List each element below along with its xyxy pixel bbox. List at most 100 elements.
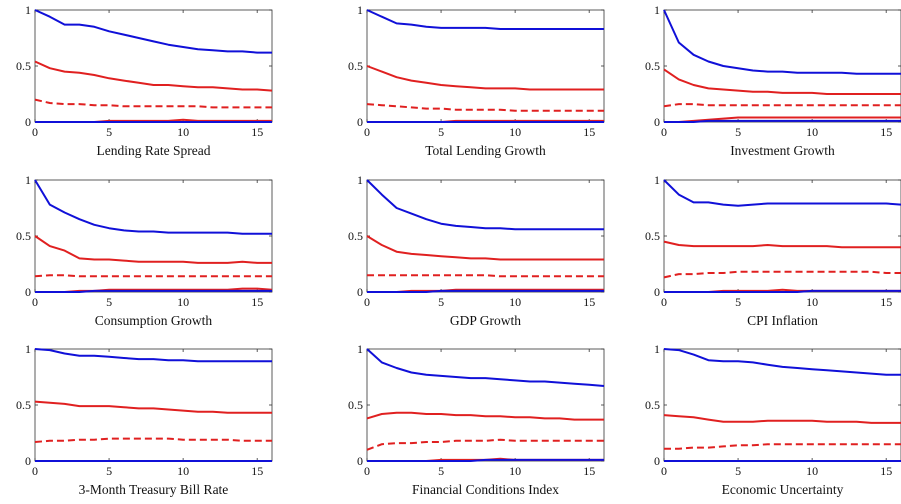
panel-8: 0 5 10 15 0 0.5 1 Financial Conditions Index [348,342,605,497]
axes-frame [366,348,605,462]
x-tick-label: 0 [364,295,370,309]
series-line-3 [366,438,604,451]
x-tick-label: 15 [583,295,595,309]
y-tick-label: 0.5 [348,398,363,412]
y-tick-label: 0.5 [348,59,363,73]
x-axis-label: GDP Growth [450,313,521,328]
y-tick-label: 1 [25,173,31,187]
x-tick-label: 0 [32,464,38,478]
x-tick-label: 10 [509,295,521,309]
axes-frame [34,9,273,123]
series-line-1 [366,9,604,30]
y-tick-label: 0.5 [348,229,363,243]
x-tick-label: 15 [251,295,263,309]
series-line-2 [34,235,272,264]
y-tick-label: 1 [357,342,363,356]
series-line-2 [663,414,901,424]
x-tick-label: 0 [661,295,667,309]
x-axis-label: Total Lending Growth [425,143,546,158]
y-tick-label: 0 [654,115,660,129]
x-tick-label: 0 [364,464,370,478]
series-line-3 [367,274,604,278]
y-tick-label: 0 [357,115,363,129]
x-tick-label: 0 [661,464,667,478]
y-tick-label: 0 [25,454,31,468]
panel-5: 0 5 10 15 0 0.5 1 GDP Growth [348,173,605,328]
x-tick-label: 15 [583,125,595,139]
x-tick-label: 10 [177,295,189,309]
y-tick-label: 0 [654,454,660,468]
x-tick-label: 10 [177,464,189,478]
x-tick-label: 10 [509,464,521,478]
x-tick-label: 0 [661,125,667,139]
y-tick-label: 0 [654,285,660,299]
x-tick-label: 5 [106,125,112,139]
series-line-1 [34,179,272,235]
series-line-1 [366,348,605,387]
panel-7: 0 5 10 15 0 0.5 1 3-Month Treasury Bill Rate [16,342,273,497]
panel-1: 0 5 10 15 0 0.5 1 Lending Rate Spread [16,3,273,158]
series-line-1 [34,348,272,363]
series-line-3 [663,103,901,108]
series-line-3 [664,443,901,450]
series-line-3 [34,437,272,443]
series-line-3 [34,274,272,278]
x-tick-label: 5 [438,125,444,139]
y-tick-label: 1 [654,3,660,17]
x-tick-label: 10 [806,464,818,478]
series-line-2 [366,65,604,91]
y-tick-label: 0.5 [645,398,660,412]
x-tick-label: 5 [438,464,444,478]
series-line-5 [664,289,901,293]
series-line-1 [663,348,901,376]
x-tick-label: 0 [32,295,38,309]
series-line-5 [35,289,272,293]
series-line-1 [366,179,604,231]
x-tick-label: 15 [251,464,263,478]
x-axis-label: Economic Uncertainty [722,482,844,497]
y-tick-label: 0.5 [645,229,660,243]
x-tick-label: 10 [806,295,818,309]
x-tick-label: 5 [735,125,741,139]
x-tick-label: 10 [509,125,521,139]
series-line-2 [663,68,901,95]
x-axis-label: Investment Growth [730,143,835,158]
y-tick-label: 0.5 [16,398,31,412]
x-tick-label: 15 [880,125,892,139]
y-tick-label: 0.5 [645,59,660,73]
series-line-2 [366,411,604,421]
x-tick-label: 5 [735,295,741,309]
panel-2: 0 5 10 15 0 0.5 1 Total Lending Growth [348,3,605,158]
series-line-1 [663,9,901,75]
y-tick-label: 1 [357,3,363,17]
panel-9: 0 5 10 15 0 0.5 1 Economic Uncertainty [645,342,901,497]
x-tick-label: 15 [880,464,892,478]
x-tick-label: 0 [32,125,38,139]
series-line-2 [34,400,272,414]
series-line-3 [34,98,272,109]
x-tick-label: 10 [177,125,189,139]
series-line-5 [367,289,604,293]
axes-frame [366,9,605,123]
panel-6: 0 5 10 15 0 0.5 1 CPI Inflation [645,173,901,328]
x-axis-label: Financial Conditions Index [412,482,559,497]
y-tick-label: 0 [357,285,363,299]
y-tick-label: 0 [25,115,31,129]
y-tick-label: 0.5 [16,229,31,243]
series-line-3 [366,103,604,112]
x-axis-label: Consumption Growth [95,313,213,328]
x-tick-label: 5 [735,464,741,478]
x-tick-label: 15 [583,464,595,478]
x-axis-label: 3-Month Treasury Bill Rate [79,482,229,497]
x-tick-label: 15 [880,295,892,309]
x-tick-label: 0 [364,125,370,139]
x-axis-label: Lending Rate Spread [97,143,211,158]
series-line-2 [663,240,901,249]
series-line-2 [34,60,273,92]
y-tick-label: 0.5 [16,59,31,73]
x-tick-label: 5 [438,295,444,309]
y-tick-label: 1 [654,173,660,187]
axes-frame [663,179,901,293]
series-line-1 [663,179,901,207]
